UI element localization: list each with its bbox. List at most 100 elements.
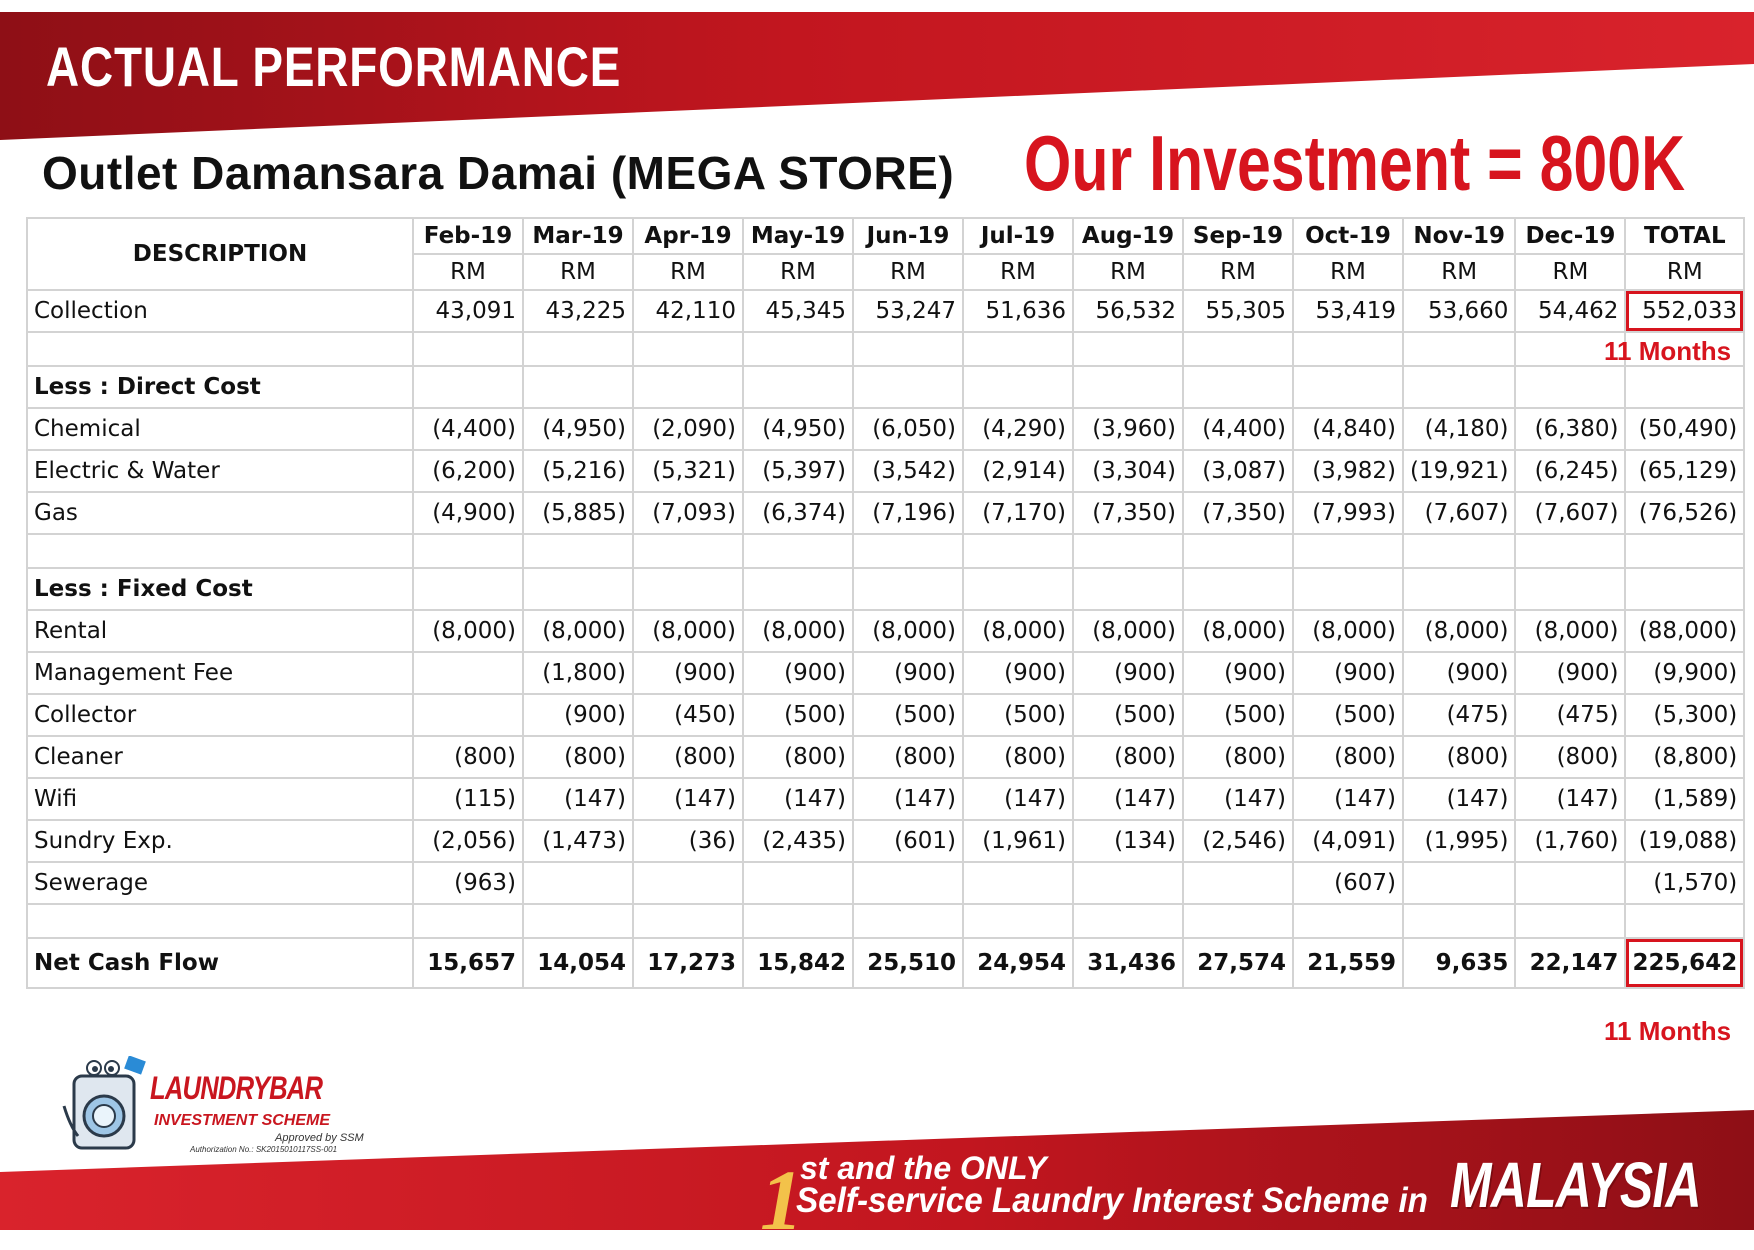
banner-title: ACTUAL PERFORMANCE (46, 35, 622, 98)
value-cell (1072, 567, 1184, 611)
month-header-apr-19: Apr-19 (632, 217, 744, 255)
value-cell: 22,147 (1514, 937, 1627, 989)
value-cell (1292, 331, 1404, 367)
unit-label: RM (1401, 253, 1517, 291)
value-cell: (3,960) (1072, 407, 1184, 451)
value-cell: (8,000) (742, 609, 854, 653)
value-cell: (147) (1072, 777, 1184, 821)
unit-label: RM (1514, 253, 1627, 291)
table-row: Gas (4,900) (5,885) (7,093) (6,374) (7,196) (7… (26, 491, 1746, 535)
value-cell: (7,170) (962, 491, 1074, 535)
row-label: Cleaner (26, 735, 414, 779)
value-cell: (2,090) (632, 407, 744, 451)
value-cell (962, 533, 1074, 569)
value-cell: (6,050) (852, 407, 964, 451)
value-cell: (2,435) (742, 819, 854, 863)
value-cell: (900) (1514, 651, 1627, 695)
value-cell: (800) (1072, 735, 1184, 779)
tagline-line2: Self-service Laundry Interest Scheme in (796, 1181, 1429, 1220)
value-cell (632, 567, 744, 611)
logo-brand: LAUNDRYBAR (150, 1070, 323, 1106)
value-cell (412, 903, 524, 939)
table-row: Wifi (115) (147) (147) (147) (147) (147) (147)(… (26, 777, 1746, 821)
value-cell: (900) (522, 693, 634, 737)
value-cell: (147) (742, 777, 854, 821)
value-cell: (2,914) (962, 449, 1074, 493)
value-cell: (3,304) (1072, 449, 1184, 493)
value-cell (632, 331, 744, 367)
value-cell: (6,245) (1514, 449, 1627, 493)
value-cell: 15,842 (742, 937, 854, 989)
value-cell (852, 533, 964, 569)
value-cell: (900) (852, 651, 964, 695)
table-row: Cleaner (800) (800) (800) (800) (800) (800) (80… (26, 735, 1746, 779)
value-cell: (115) (412, 777, 524, 821)
tagline-country: MALAYSIA (1450, 1149, 1702, 1221)
value-cell: (500) (852, 693, 964, 737)
value-cell: (900) (1182, 651, 1294, 695)
value-cell (1514, 365, 1627, 409)
value-cell: (7,350) (1182, 491, 1294, 535)
month-header-jul-19: Jul-19 (962, 217, 1074, 255)
value-cell: (800) (742, 735, 854, 779)
value-cell: 51,636 (962, 289, 1074, 333)
value-cell: (8,000) (522, 609, 634, 653)
table-row: Collection 43,091 43,225 42,110 45,345 53,247… (26, 289, 1746, 333)
value-cell: (5,216) (522, 449, 634, 493)
value-cell (632, 533, 744, 569)
value-cell (962, 861, 1074, 905)
value-cell (1072, 861, 1184, 905)
total-cell: (1,570) (1624, 861, 1746, 905)
row-label (26, 533, 414, 569)
month-header-oct-19: Oct-19 (1292, 217, 1404, 255)
table-row (26, 533, 1746, 569)
value-cell: (7,350) (1072, 491, 1184, 535)
value-cell: (900) (632, 651, 744, 695)
row-label: Management Fee (26, 651, 414, 695)
value-cell (412, 365, 524, 409)
total-cell: (76,526) (1624, 491, 1746, 535)
value-cell: (7,607) (1401, 491, 1517, 535)
value-cell (1514, 567, 1627, 611)
value-cell (1072, 533, 1184, 569)
value-cell: (500) (1292, 693, 1404, 737)
value-cell (962, 567, 1074, 611)
table-row: Chemical (4,400) (4,950) (2,090) (4,950) (6,0… (26, 407, 1746, 451)
value-cell (632, 365, 744, 409)
table-row (26, 331, 1746, 367)
row-label: Collector (26, 693, 414, 737)
value-cell (742, 567, 854, 611)
value-cell (1401, 567, 1517, 611)
value-cell (1182, 533, 1294, 569)
total-cell: (88,000) (1624, 609, 1746, 653)
value-cell: 31,436 (1072, 937, 1184, 989)
value-cell (522, 567, 634, 611)
logo-approved: Approved by SSM (275, 1132, 364, 1144)
tagline-line1: st and the ONLY (800, 1150, 1047, 1186)
month-header-may-19: May-19 (742, 217, 854, 255)
total-cell (1624, 903, 1746, 939)
value-cell (742, 365, 854, 409)
value-cell (852, 331, 964, 367)
value-cell: 43,091 (412, 289, 524, 333)
value-cell: (147) (962, 777, 1074, 821)
value-cell: (800) (522, 735, 634, 779)
value-cell: (500) (1182, 693, 1294, 737)
value-cell: (8,000) (1072, 609, 1184, 653)
value-cell: 54,462 (1514, 289, 1627, 333)
value-cell (522, 861, 634, 905)
value-cell (412, 651, 524, 695)
value-cell: (500) (1072, 693, 1184, 737)
value-cell (1182, 567, 1294, 611)
unit-label: RM (522, 253, 634, 291)
table-row: Rental (8,000) (8,000) (8,000) (8,000) (8,000… (26, 609, 1746, 653)
value-cell: 24,954 (962, 937, 1074, 989)
unit-label: RM (962, 253, 1074, 291)
value-cell (412, 567, 524, 611)
value-cell: (3,542) (852, 449, 964, 493)
value-cell: (8,000) (1514, 609, 1627, 653)
value-cell (1401, 533, 1517, 569)
value-cell: (7,993) (1292, 491, 1404, 535)
washing-machine-mascot-icon (62, 1056, 146, 1150)
value-cell: (3,087) (1182, 449, 1294, 493)
